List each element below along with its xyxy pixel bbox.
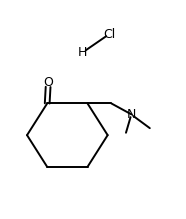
Text: H: H bbox=[77, 46, 87, 59]
Text: O: O bbox=[43, 76, 53, 89]
Text: N: N bbox=[127, 108, 136, 121]
Text: Cl: Cl bbox=[103, 28, 116, 41]
